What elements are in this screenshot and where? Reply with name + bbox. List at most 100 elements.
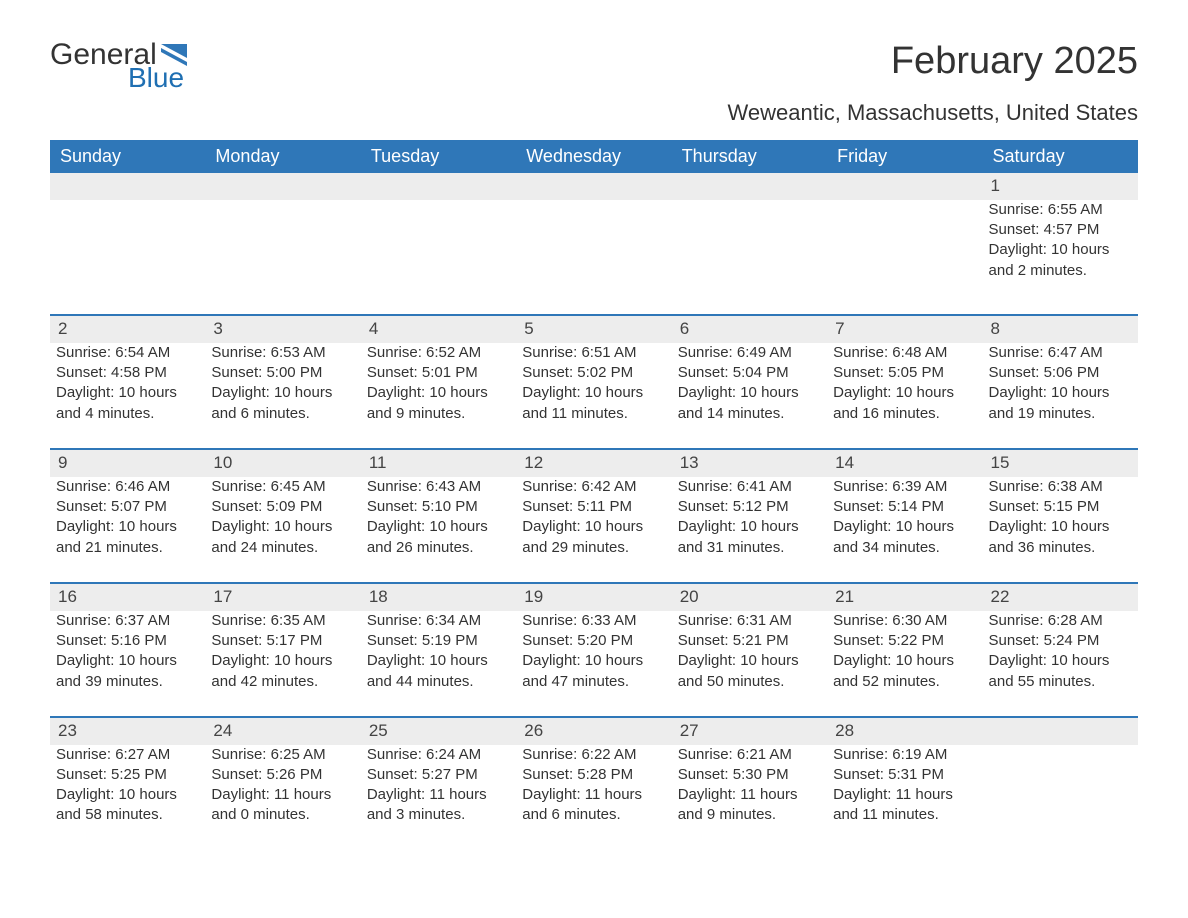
day-number-cell — [50, 173, 205, 200]
sunset-text: Sunset: 5:31 PM — [833, 765, 976, 785]
weekday-header: Tuesday — [361, 140, 516, 173]
day-number-cell: 21 — [827, 584, 982, 611]
sunrise-text: Sunrise: 6:47 AM — [989, 343, 1132, 363]
day-cell — [672, 200, 827, 314]
day-cell: Sunrise: 6:33 AMSunset: 5:20 PMDaylight:… — [516, 611, 671, 716]
sunset-text: Sunset: 5:26 PM — [211, 765, 354, 785]
day-number-cell: 18 — [361, 584, 516, 611]
day-number-cell — [672, 173, 827, 200]
day-cell: Sunrise: 6:34 AMSunset: 5:19 PMDaylight:… — [361, 611, 516, 716]
sunrise-text: Sunrise: 6:27 AM — [56, 745, 199, 765]
sunrise-text: Sunrise: 6:43 AM — [367, 477, 510, 497]
weekday-header: Sunday — [50, 140, 205, 173]
day-number-cell — [827, 173, 982, 200]
sunrise-text: Sunrise: 6:31 AM — [678, 611, 821, 631]
day-number-cell — [361, 173, 516, 200]
sunset-text: Sunset: 5:25 PM — [56, 765, 199, 785]
day-cell: Sunrise: 6:31 AMSunset: 5:21 PMDaylight:… — [672, 611, 827, 716]
day-cell: Sunrise: 6:39 AMSunset: 5:14 PMDaylight:… — [827, 477, 982, 582]
sunrise-text: Sunrise: 6:19 AM — [833, 745, 976, 765]
sunset-text: Sunset: 5:01 PM — [367, 363, 510, 383]
daylight-text: Daylight: 10 hours and 9 minutes. — [367, 383, 510, 424]
day-cell: Sunrise: 6:46 AMSunset: 5:07 PMDaylight:… — [50, 477, 205, 582]
daylight-text: Daylight: 10 hours and 47 minutes. — [522, 651, 665, 692]
sunset-text: Sunset: 5:21 PM — [678, 631, 821, 651]
daylight-text: Daylight: 10 hours and 34 minutes. — [833, 517, 976, 558]
day-number-cell: 15 — [983, 450, 1138, 477]
day-cell — [983, 745, 1138, 859]
day-cell: Sunrise: 6:35 AMSunset: 5:17 PMDaylight:… — [205, 611, 360, 716]
sunrise-text: Sunrise: 6:49 AM — [678, 343, 821, 363]
day-number-cell: 28 — [827, 718, 982, 745]
page-title: February 2025 — [891, 40, 1138, 83]
sunset-text: Sunset: 5:24 PM — [989, 631, 1132, 651]
weekday-header: Thursday — [672, 140, 827, 173]
sunrise-text: Sunrise: 6:38 AM — [989, 477, 1132, 497]
day-number-cell: 16 — [50, 584, 205, 611]
daylight-text: Daylight: 10 hours and 31 minutes. — [678, 517, 821, 558]
sunset-text: Sunset: 5:09 PM — [211, 497, 354, 517]
sunrise-text: Sunrise: 6:41 AM — [678, 477, 821, 497]
sunset-text: Sunset: 5:12 PM — [678, 497, 821, 517]
sunset-text: Sunset: 5:20 PM — [522, 631, 665, 651]
daylight-text: Daylight: 10 hours and 52 minutes. — [833, 651, 976, 692]
day-cell — [827, 200, 982, 314]
day-number-cell: 2 — [50, 316, 205, 343]
sunset-text: Sunset: 4:58 PM — [56, 363, 199, 383]
day-cell: Sunrise: 6:48 AMSunset: 5:05 PMDaylight:… — [827, 343, 982, 448]
day-number-cell: 24 — [205, 718, 360, 745]
day-number-cell: 13 — [672, 450, 827, 477]
daylight-text: Daylight: 10 hours and 14 minutes. — [678, 383, 821, 424]
sunset-text: Sunset: 5:28 PM — [522, 765, 665, 785]
day-number-cell: 3 — [205, 316, 360, 343]
day-cell: Sunrise: 6:38 AMSunset: 5:15 PMDaylight:… — [983, 477, 1138, 582]
day-cell: Sunrise: 6:53 AMSunset: 5:00 PMDaylight:… — [205, 343, 360, 448]
daylight-text: Daylight: 10 hours and 21 minutes. — [56, 517, 199, 558]
sunrise-text: Sunrise: 6:42 AM — [522, 477, 665, 497]
day-number-cell: 9 — [50, 450, 205, 477]
daylight-text: Daylight: 11 hours and 6 minutes. — [522, 785, 665, 826]
sunset-text: Sunset: 5:06 PM — [989, 363, 1132, 383]
day-number-cell: 22 — [983, 584, 1138, 611]
sunset-text: Sunset: 5:27 PM — [367, 765, 510, 785]
day-number-row: 2345678 — [50, 316, 1138, 343]
daylight-text: Daylight: 10 hours and 55 minutes. — [989, 651, 1132, 692]
daylight-text: Daylight: 10 hours and 39 minutes. — [56, 651, 199, 692]
sunrise-text: Sunrise: 6:39 AM — [833, 477, 976, 497]
daylight-text: Daylight: 10 hours and 4 minutes. — [56, 383, 199, 424]
day-number-cell: 8 — [983, 316, 1138, 343]
daylight-text: Daylight: 10 hours and 29 minutes. — [522, 517, 665, 558]
day-detail-row: Sunrise: 6:54 AMSunset: 4:58 PMDaylight:… — [50, 343, 1138, 448]
sunset-text: Sunset: 5:10 PM — [367, 497, 510, 517]
day-cell: Sunrise: 6:47 AMSunset: 5:06 PMDaylight:… — [983, 343, 1138, 448]
day-cell — [516, 200, 671, 314]
logo-text-blue: Blue — [128, 64, 187, 92]
weekday-header: Monday — [205, 140, 360, 173]
day-cell: Sunrise: 6:28 AMSunset: 5:24 PMDaylight:… — [983, 611, 1138, 716]
sunrise-text: Sunrise: 6:22 AM — [522, 745, 665, 765]
weekday-header-row: SundayMondayTuesdayWednesdayThursdayFrid… — [50, 140, 1138, 173]
day-cell: Sunrise: 6:42 AMSunset: 5:11 PMDaylight:… — [516, 477, 671, 582]
sunrise-text: Sunrise: 6:21 AM — [678, 745, 821, 765]
sunset-text: Sunset: 5:17 PM — [211, 631, 354, 651]
day-cell: Sunrise: 6:52 AMSunset: 5:01 PMDaylight:… — [361, 343, 516, 448]
day-cell: Sunrise: 6:22 AMSunset: 5:28 PMDaylight:… — [516, 745, 671, 859]
day-number-cell: 4 — [361, 316, 516, 343]
day-number-cell: 10 — [205, 450, 360, 477]
daylight-text: Daylight: 10 hours and 19 minutes. — [989, 383, 1132, 424]
daylight-text: Daylight: 10 hours and 24 minutes. — [211, 517, 354, 558]
day-cell: Sunrise: 6:41 AMSunset: 5:12 PMDaylight:… — [672, 477, 827, 582]
sunrise-text: Sunrise: 6:46 AM — [56, 477, 199, 497]
daylight-text: Daylight: 10 hours and 36 minutes. — [989, 517, 1132, 558]
day-cell: Sunrise: 6:21 AMSunset: 5:30 PMDaylight:… — [672, 745, 827, 859]
daylight-text: Daylight: 11 hours and 9 minutes. — [678, 785, 821, 826]
day-number-cell — [983, 718, 1138, 745]
sunrise-text: Sunrise: 6:51 AM — [522, 343, 665, 363]
weekday-header: Saturday — [983, 140, 1138, 173]
sunset-text: Sunset: 5:14 PM — [833, 497, 976, 517]
daylight-text: Daylight: 10 hours and 16 minutes. — [833, 383, 976, 424]
day-number-cell: 27 — [672, 718, 827, 745]
sunrise-text: Sunrise: 6:45 AM — [211, 477, 354, 497]
sunset-text: Sunset: 5:07 PM — [56, 497, 199, 517]
sunrise-text: Sunrise: 6:24 AM — [367, 745, 510, 765]
